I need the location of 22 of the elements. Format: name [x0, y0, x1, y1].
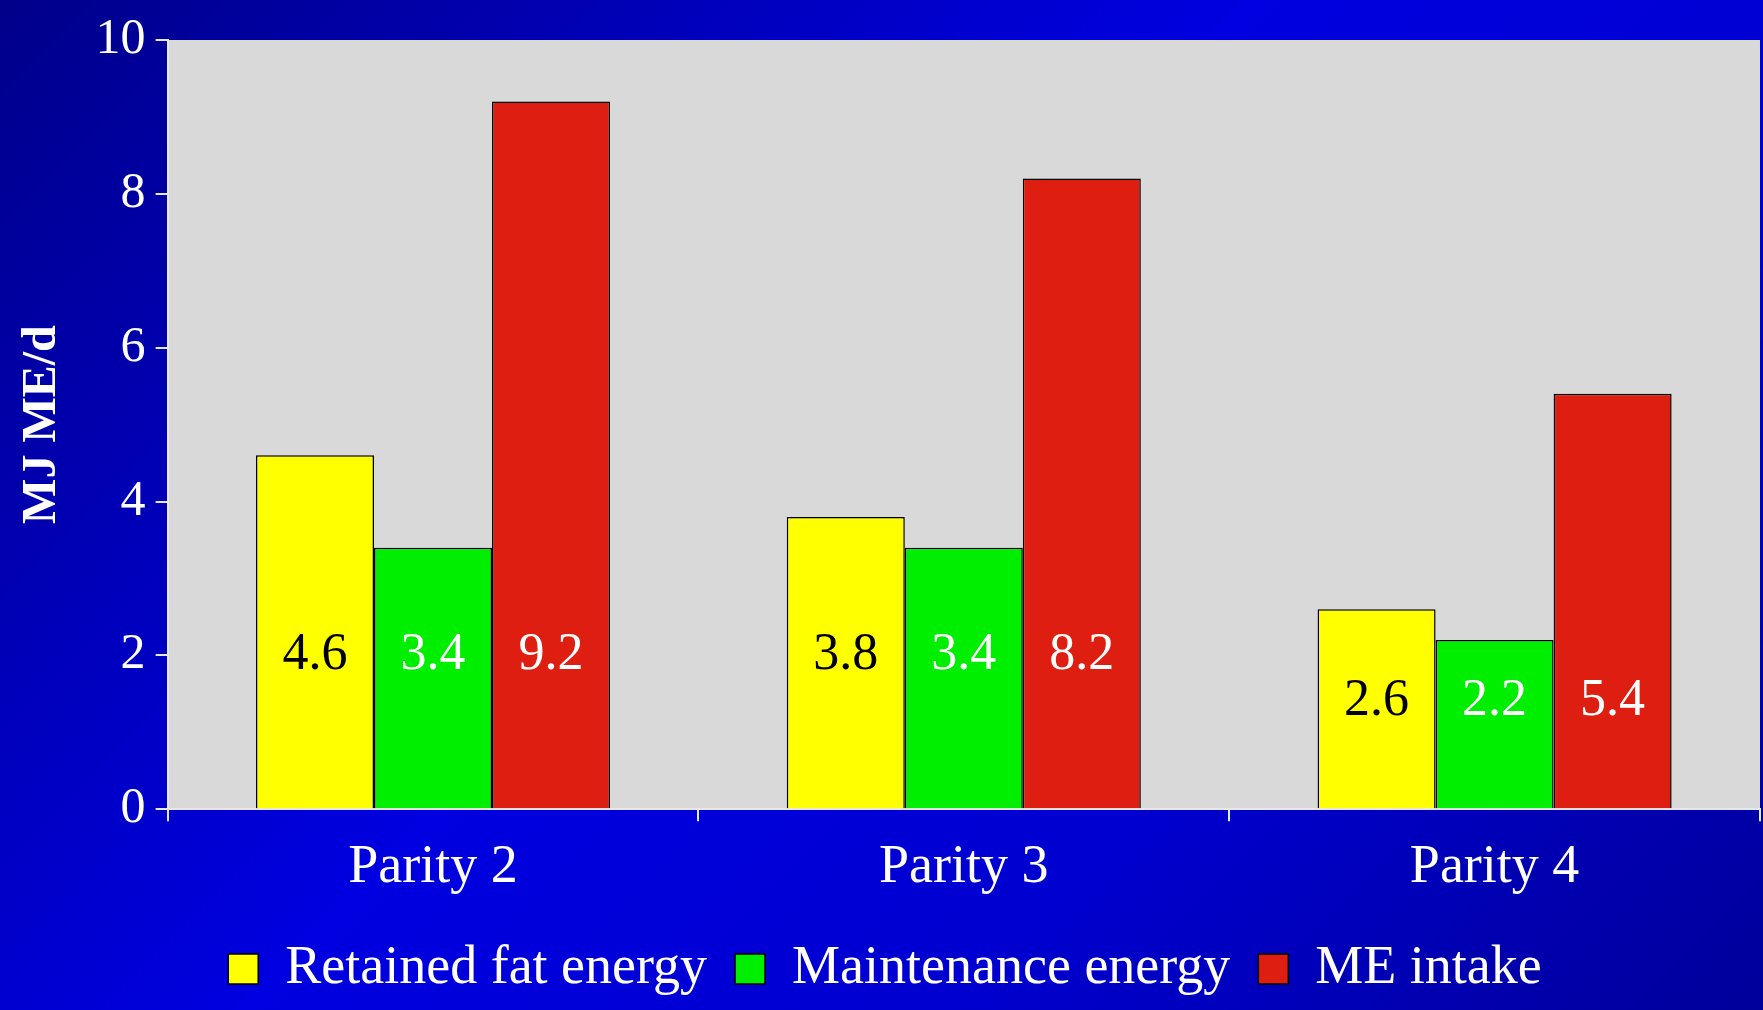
data-label: 3.4: [400, 623, 466, 681]
legend-label: Retained fat energy: [285, 935, 708, 996]
data-label: 2.6: [1344, 669, 1410, 727]
legend-label: ME intake: [1315, 935, 1542, 996]
y-tick-label: 8: [120, 161, 146, 218]
data-label: 4.6: [282, 623, 348, 681]
x-tick-label: Parity 4: [1409, 833, 1580, 894]
data-label: 3.8: [813, 623, 879, 681]
y-tick-label: 6: [120, 315, 146, 372]
data-label: 8.2: [1049, 623, 1115, 681]
data-label: 5.4: [1580, 669, 1646, 727]
y-tick-label: 0: [120, 777, 146, 834]
y-tick-label: 2: [120, 623, 146, 680]
legend-label: Maintenance energy: [792, 935, 1231, 996]
y-tick-label: 10: [95, 8, 146, 65]
data-label: 9.2: [518, 623, 584, 681]
x-tick-label: Parity 3: [879, 833, 1049, 894]
data-label: 3.4: [931, 623, 997, 681]
data-label: 2.2: [1462, 669, 1528, 727]
y-tick-label: 4: [120, 469, 146, 526]
y-axis-title: MJ ME/d: [12, 324, 66, 524]
x-tick-label: Parity 2: [348, 833, 518, 894]
